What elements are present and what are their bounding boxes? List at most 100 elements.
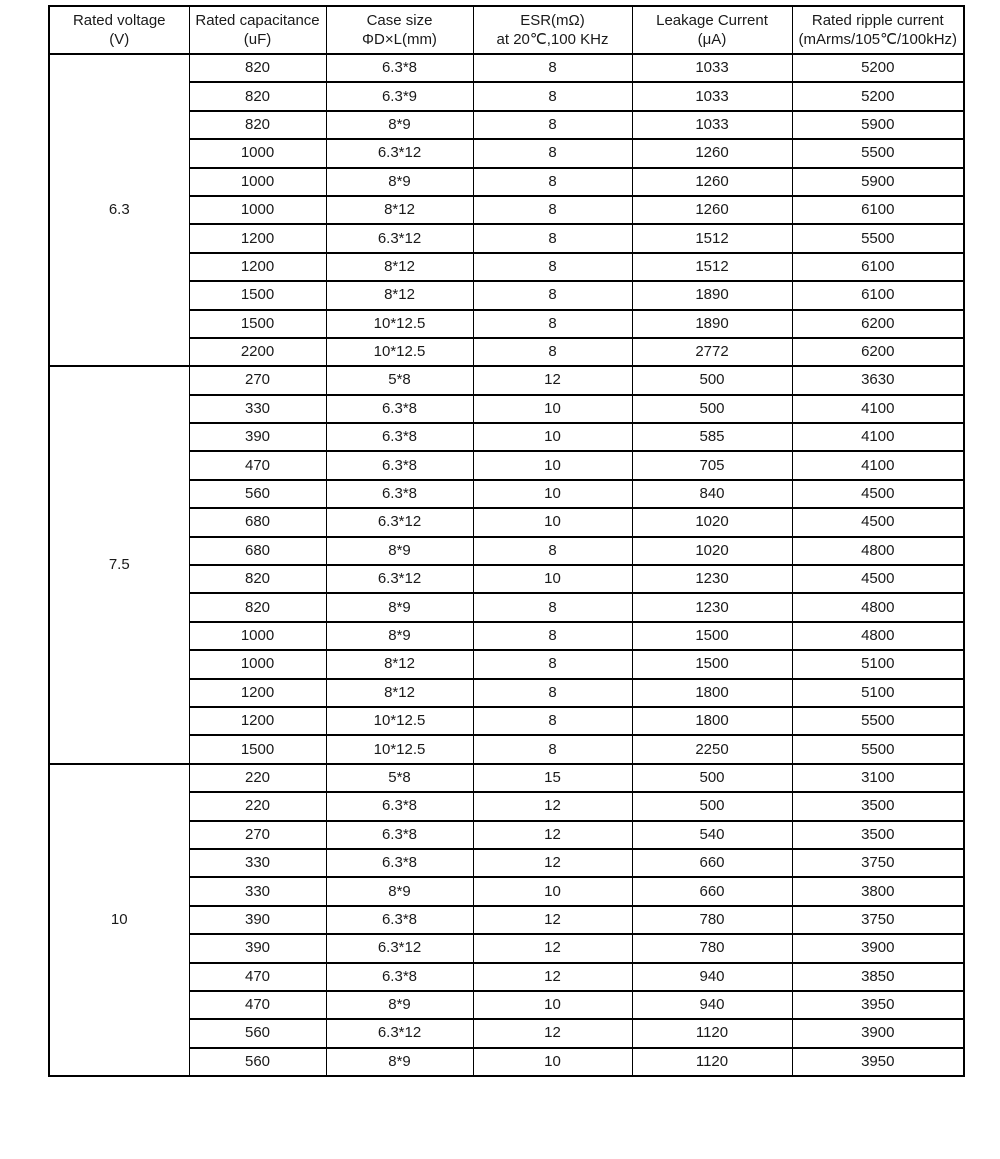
case-size-cell: 8*9 bbox=[325, 620, 474, 652]
table-row: 270 6.3*8 12 540 3500 bbox=[49, 819, 965, 850]
capacitance-cell: 390 bbox=[188, 422, 327, 453]
capacitance-cell: 330 bbox=[188, 847, 327, 879]
case-size-cell: 8*9 bbox=[325, 166, 474, 197]
ripple-cell: 5100 bbox=[791, 677, 965, 708]
header-sub: (mArms/105℃/100kHz) bbox=[798, 31, 958, 48]
table-row: 560 6.3*12 12 1120 3900 bbox=[49, 1018, 965, 1049]
header-sub: (V) bbox=[109, 31, 130, 48]
esr-cell: 10 bbox=[472, 989, 633, 1021]
capacitance-cell: 820 bbox=[188, 109, 327, 141]
case-size-cell: 6.3*12 bbox=[325, 1018, 474, 1049]
header-title: Rated voltage bbox=[72, 12, 166, 29]
col-header-rated-voltage: Rated voltage (V) bbox=[48, 5, 190, 55]
capacitance-cell: 1200 bbox=[188, 705, 327, 737]
case-size-cell: 8*12 bbox=[325, 649, 474, 680]
esr-cell: 8 bbox=[472, 194, 633, 226]
table-header-row: Rated voltage (V) Rated capacitance (uF)… bbox=[48, 5, 965, 55]
header-title: Rated ripple current bbox=[811, 12, 944, 29]
ripple-cell: 5500 bbox=[791, 705, 965, 737]
capacitor-spec-table: Rated voltage (V) Rated capacitance (uF)… bbox=[48, 5, 965, 1078]
esr-cell: 15 bbox=[472, 762, 633, 794]
ripple-cell: 5100 bbox=[791, 649, 965, 680]
table-row: 1200 8*12 8 1800 5100 bbox=[49, 677, 965, 708]
capacitance-cell: 820 bbox=[188, 564, 327, 595]
ripple-cell: 3100 bbox=[791, 762, 965, 794]
leakage-cell: 1260 bbox=[631, 166, 793, 197]
table-row: 220 6.3*8 12 500 3500 bbox=[49, 791, 965, 822]
leakage-cell: 1020 bbox=[631, 507, 793, 538]
table-row: 560 8*9 10 1120 3950 bbox=[49, 1046, 965, 1078]
table-row: 1000 8*9 8 1500 4800 bbox=[49, 620, 965, 652]
ripple-cell: 4500 bbox=[791, 564, 965, 595]
capacitance-cell: 1500 bbox=[188, 734, 327, 765]
esr-cell: 10 bbox=[472, 1046, 633, 1078]
capacitance-cell: 470 bbox=[188, 961, 327, 992]
leakage-cell: 1512 bbox=[631, 223, 793, 254]
leakage-cell: 1230 bbox=[631, 592, 793, 623]
case-size-cell: 8*12 bbox=[325, 677, 474, 708]
capacitance-cell: 1000 bbox=[188, 649, 327, 680]
capacitance-cell: 1000 bbox=[188, 138, 327, 169]
capacitance-cell: 1000 bbox=[188, 194, 327, 226]
col-header-esr: ESR(mΩ) at 20℃,100 KHz bbox=[472, 5, 633, 55]
table-row: 2200 10*12.5 8 2772 6200 bbox=[49, 336, 965, 368]
table-row: 1500 8*12 8 1890 6100 bbox=[49, 280, 965, 311]
esr-cell: 8 bbox=[472, 52, 633, 84]
leakage-cell: 1800 bbox=[631, 705, 793, 737]
capacitance-cell: 270 bbox=[188, 819, 327, 850]
table-row: 1200 10*12.5 8 1800 5500 bbox=[49, 705, 965, 737]
leakage-cell: 1120 bbox=[631, 1046, 793, 1078]
case-size-cell: 5*8 bbox=[325, 365, 474, 396]
header-sub: (μA) bbox=[697, 31, 727, 48]
ripple-cell: 6100 bbox=[791, 251, 965, 283]
table-row: 820 8*9 8 1230 4800 bbox=[49, 592, 965, 623]
case-size-cell: 8*9 bbox=[325, 876, 474, 907]
ripple-cell: 3900 bbox=[791, 1018, 965, 1049]
voltage-cell: 6.3 bbox=[48, 52, 190, 368]
capacitance-cell: 560 bbox=[188, 1018, 327, 1049]
case-size-cell: 8*9 bbox=[325, 1046, 474, 1078]
capacitance-cell: 680 bbox=[188, 535, 327, 567]
table-row: 820 6.3*12 10 1230 4500 bbox=[49, 564, 965, 595]
voltage-cell: 10 bbox=[48, 762, 190, 1078]
case-size-cell: 6.3*8 bbox=[325, 791, 474, 822]
capacitance-cell: 330 bbox=[188, 393, 327, 425]
ripple-cell: 3500 bbox=[791, 791, 965, 822]
case-size-cell: 6.3*12 bbox=[325, 507, 474, 538]
col-header-leakage-current: Leakage Current (μA) bbox=[631, 5, 793, 55]
ripple-cell: 3850 bbox=[791, 961, 965, 992]
ripple-cell: 4800 bbox=[791, 620, 965, 652]
capacitance-cell: 1200 bbox=[188, 223, 327, 254]
table-row: 470 8*9 10 940 3950 bbox=[49, 989, 965, 1021]
table-row: 680 6.3*12 10 1020 4500 bbox=[49, 507, 965, 538]
esr-cell: 8 bbox=[472, 223, 633, 254]
ripple-cell: 4800 bbox=[791, 592, 965, 623]
case-size-cell: 6.3*8 bbox=[325, 478, 474, 510]
header-title: Rated capacitance bbox=[195, 12, 320, 29]
ripple-cell: 6200 bbox=[791, 336, 965, 368]
ripple-cell: 3900 bbox=[791, 933, 965, 964]
esr-cell: 12 bbox=[472, 847, 633, 879]
capacitance-cell: 1000 bbox=[188, 620, 327, 652]
table-row: 330 6.3*8 12 660 3750 bbox=[49, 847, 965, 879]
capacitance-cell: 560 bbox=[188, 478, 327, 510]
ripple-cell: 6100 bbox=[791, 280, 965, 311]
leakage-cell: 1890 bbox=[631, 280, 793, 311]
leakage-cell: 1800 bbox=[631, 677, 793, 708]
leakage-cell: 585 bbox=[631, 422, 793, 453]
esr-cell: 8 bbox=[472, 734, 633, 765]
esr-cell: 12 bbox=[472, 1018, 633, 1049]
capacitance-cell: 390 bbox=[188, 933, 327, 964]
ripple-cell: 6100 bbox=[791, 194, 965, 226]
leakage-cell: 500 bbox=[631, 393, 793, 425]
case-size-cell: 8*9 bbox=[325, 592, 474, 623]
esr-cell: 10 bbox=[472, 564, 633, 595]
table-row: 1000 8*9 8 1260 5900 bbox=[49, 166, 965, 197]
esr-cell: 8 bbox=[472, 705, 633, 737]
leakage-cell: 500 bbox=[631, 762, 793, 794]
table-row: 390 6.3*12 12 780 3900 bbox=[49, 933, 965, 964]
esr-cell: 8 bbox=[472, 166, 633, 197]
header-sub: at 20℃,100 KHz bbox=[496, 31, 609, 48]
leakage-cell: 780 bbox=[631, 904, 793, 936]
case-size-cell: 8*9 bbox=[325, 109, 474, 141]
